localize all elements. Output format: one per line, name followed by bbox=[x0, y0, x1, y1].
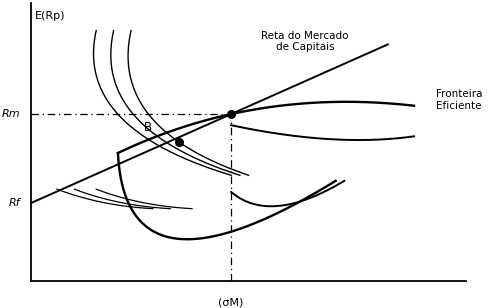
Text: Fronteira
Eficiente: Fronteira Eficiente bbox=[435, 89, 481, 111]
Text: (σM): (σM) bbox=[218, 298, 244, 308]
Text: Reta do Mercado
de Capitais: Reta do Mercado de Capitais bbox=[261, 30, 348, 52]
Text: Rm: Rm bbox=[1, 109, 20, 119]
Text: Rf: Rf bbox=[8, 198, 20, 208]
Text: E(Rp): E(Rp) bbox=[35, 11, 65, 21]
Text: B: B bbox=[144, 120, 152, 134]
